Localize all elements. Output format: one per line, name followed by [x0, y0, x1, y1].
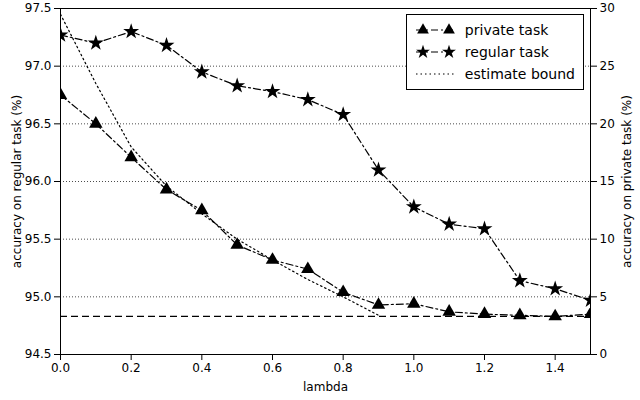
svg-text:97.0: 97.0 — [25, 59, 52, 73]
svg-text:1.4: 1.4 — [546, 361, 565, 375]
svg-text:accuracy on regular task (%): accuracy on regular task (%) — [10, 95, 24, 268]
svg-text:0.8: 0.8 — [334, 361, 353, 375]
svg-text:96.5: 96.5 — [25, 117, 52, 131]
html-text:private task: private task — [464, 22, 549, 38]
svg-text:94.5: 94.5 — [25, 347, 52, 361]
svg-text:97.5: 97.5 — [25, 1, 52, 15]
svg-text:95.0: 95.0 — [25, 290, 52, 304]
svg-text:30: 30 — [600, 1, 615, 15]
svg-text:0.0: 0.0 — [51, 361, 70, 375]
svg-text:lambda: lambda — [303, 380, 348, 394]
svg-text:0.2: 0.2 — [122, 361, 141, 375]
html-text:regular task: regular task — [464, 44, 549, 60]
svg-text:5: 5 — [600, 290, 608, 304]
svg-text:20: 20 — [600, 117, 615, 131]
svg-text:1.0: 1.0 — [404, 361, 423, 375]
svg-text:15: 15 — [600, 174, 615, 188]
svg-text:0.6: 0.6 — [263, 361, 282, 375]
svg-text:0.4: 0.4 — [192, 361, 211, 375]
svg-text:96.0: 96.0 — [25, 174, 52, 188]
html-text:estimate bound: estimate bound — [464, 66, 575, 82]
svg-text:0: 0 — [600, 347, 608, 361]
svg-text:10: 10 — [600, 232, 615, 246]
svg-text:1.2: 1.2 — [475, 361, 494, 375]
svg-text:accuracy on private task (%): accuracy on private task (%) — [620, 95, 634, 268]
svg-text:25: 25 — [600, 59, 615, 73]
svg-text:95.5: 95.5 — [25, 232, 52, 246]
